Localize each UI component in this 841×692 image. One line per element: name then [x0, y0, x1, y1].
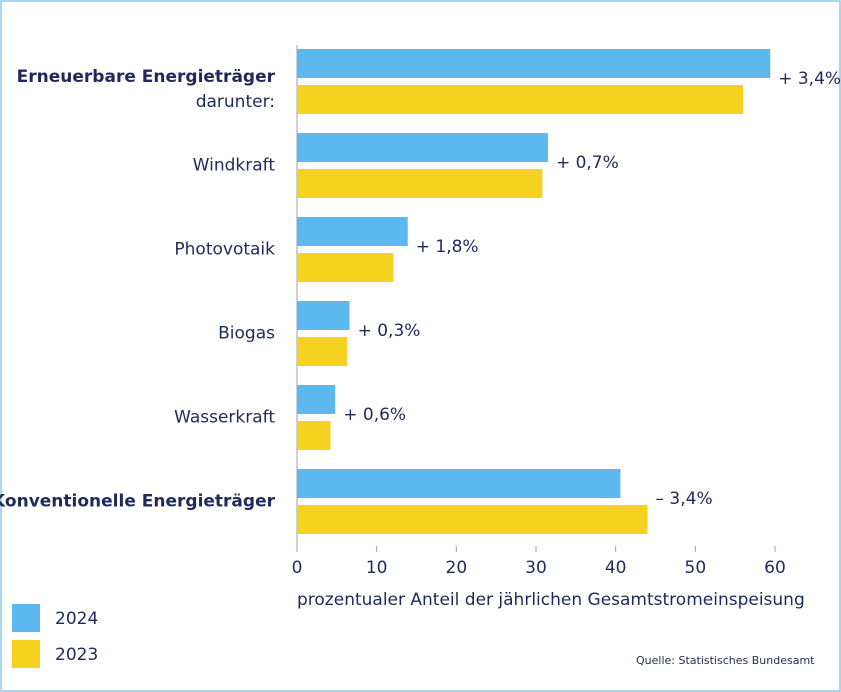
- bar: [297, 133, 548, 162]
- bar: [297, 301, 350, 330]
- change-label: + 0,6%: [343, 405, 406, 425]
- x-tick-label: 10: [366, 558, 388, 578]
- source: Quelle: Statistisches Bundesamt: [636, 654, 815, 667]
- bar: [297, 337, 348, 366]
- change-label: + 0,3%: [358, 321, 421, 341]
- x-tick-label: 40: [605, 558, 627, 578]
- bar: [297, 49, 771, 78]
- group-note: darunter:: [196, 92, 275, 112]
- category-label: Biogas: [218, 324, 275, 344]
- x-tick-label: 60: [764, 558, 786, 578]
- bar: [297, 85, 744, 114]
- category-label: Windkraft: [193, 156, 276, 176]
- category-label: Photovotaik: [174, 240, 275, 260]
- category-label: Wasserkraft: [174, 408, 275, 428]
- x-tick-label: 50: [685, 558, 707, 578]
- bar: [297, 469, 621, 498]
- change-label: + 0,7%: [556, 153, 619, 173]
- legend-label: 2024: [55, 609, 98, 629]
- x-axis-label: prozentualer Anteil der jährlichen Gesam…: [297, 590, 805, 610]
- change-label: + 1,8%: [416, 237, 479, 257]
- category-label: Erneuerbare Energieträger: [17, 67, 276, 87]
- x-tick-label: 30: [525, 558, 547, 578]
- x-tick-label: 20: [446, 558, 468, 578]
- change-label: + 3,4%: [778, 69, 841, 89]
- bar: [297, 385, 336, 414]
- x-tick-label: 0: [292, 558, 303, 578]
- legend-swatch: [12, 604, 40, 632]
- bar: [297, 253, 394, 282]
- legend-swatch: [12, 640, 40, 668]
- category-label: Konventionelle Energieträger: [0, 492, 276, 512]
- bar: [297, 169, 543, 198]
- bar: [297, 505, 648, 534]
- bar: [297, 421, 331, 450]
- change-label: – 3,4%: [656, 489, 713, 509]
- legend-label: 2023: [55, 645, 98, 665]
- bar: [297, 217, 408, 246]
